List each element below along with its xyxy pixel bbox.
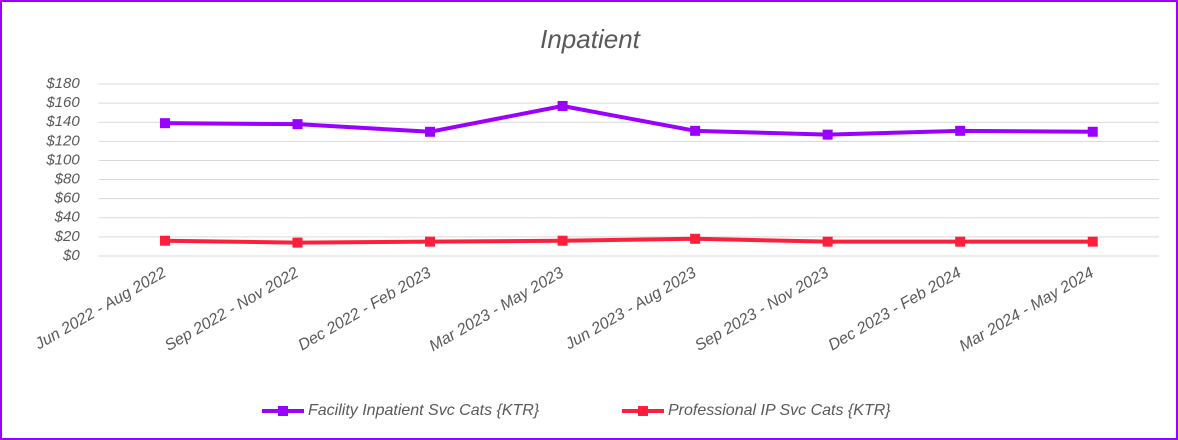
legend-marker [638,406,648,416]
series-marker [955,236,966,247]
series-marker [292,119,303,130]
series-marker [1087,126,1098,137]
legend-label: Facility Inpatient Svc Cats {KTR} [308,402,540,419]
series-marker [822,129,833,140]
y-tick-label: $180 [45,75,80,92]
legend-marker [278,406,288,416]
series-marker [690,233,701,244]
y-tick-label: $160 [45,94,80,111]
series-marker [557,235,568,246]
series-marker [690,125,701,136]
series-marker [425,236,436,247]
series-marker [557,100,568,111]
series-line [164,103,1093,137]
y-tick-label: $100 [45,151,80,168]
y-tick-label: $120 [45,132,80,149]
y-tick-label: $60 [54,190,81,207]
series-marker [159,235,170,246]
series-marker [159,118,170,129]
series-marker [292,237,303,248]
y-tick-label: $0 [62,247,80,264]
y-tick-label: $40 [54,209,81,226]
series-marker [425,126,436,137]
y-tick-label: $20 [54,228,81,245]
legend-label: Professional IP Svc Cats {KTR} [668,402,891,419]
series-marker [955,125,966,136]
chart-title: Inpatient [540,24,642,54]
series-marker [1087,236,1098,247]
series-marker [822,236,833,247]
y-tick-label: $140 [45,113,80,130]
series-line [164,236,1093,245]
y-tick-label: $80 [54,171,81,188]
